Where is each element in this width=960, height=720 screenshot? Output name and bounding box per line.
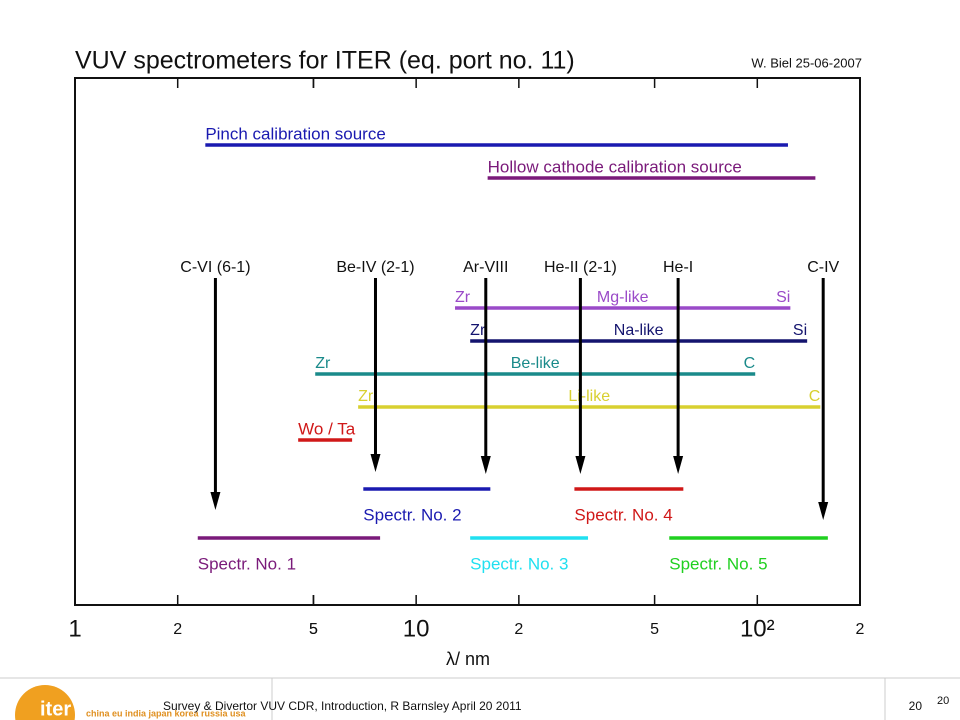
x-tick-label: 5 — [309, 621, 318, 638]
arrow-head — [575, 456, 586, 474]
chart-title: VUV spectrometers for ITER (eq. port no.… — [75, 47, 575, 75]
arrow-head — [370, 454, 381, 472]
x-tick-label: 2 — [173, 621, 182, 638]
x-tick-label: 10 — [403, 615, 430, 642]
x-tick-label: 5 — [650, 621, 659, 638]
range-label: Be-like — [511, 355, 560, 372]
page-number-corner: 20 — [937, 695, 949, 707]
range-label: C — [744, 355, 756, 372]
x-tick-label: 10² — [740, 615, 775, 642]
range-label: Na-like — [614, 322, 664, 339]
logo-circle — [15, 685, 75, 720]
range-label: Zr — [315, 355, 331, 372]
range-label: Spectr. No. 3 — [470, 554, 568, 573]
range-label: Spectr. No. 4 — [574, 505, 672, 524]
arrow-head — [818, 502, 829, 520]
line-label: He-II (2-1) — [544, 259, 617, 276]
range-label: Zr — [470, 322, 486, 339]
arrow-head — [480, 456, 491, 474]
range-label: Spectr. No. 2 — [363, 505, 461, 524]
range-label: Hollow cathode calibration source — [488, 157, 742, 176]
range-label: Spectr. No. 5 — [669, 554, 767, 573]
x-tick-label: 2 — [514, 621, 523, 638]
line-label: Ar-VIII — [463, 259, 508, 276]
plot-frame — [74, 77, 861, 606]
range-label: Pinch calibration source — [205, 124, 385, 143]
range-label: Wo / Ta — [298, 419, 356, 438]
range-label: C — [809, 388, 821, 405]
line-label: Be-IV (2-1) — [336, 259, 414, 276]
x-tick-label: 1 — [68, 615, 81, 642]
range-label: Si — [776, 289, 790, 306]
range-label: Si — [793, 322, 807, 339]
range-label: Li-like — [568, 388, 610, 405]
arrow-head — [210, 492, 221, 510]
line-label: He-I — [663, 259, 693, 276]
x-axis-label: λ/ nm — [446, 649, 490, 669]
logo-text: iter — [40, 698, 71, 720]
range-label: Mg-like — [597, 289, 649, 306]
range-label: Spectr. No. 1 — [198, 554, 296, 573]
page-number: 20 — [909, 699, 923, 713]
x-tick-label: 2 — [856, 621, 865, 638]
line-label: C-IV — [807, 259, 839, 276]
footer-text: Survey & Divertor VUV CDR, Introduction,… — [163, 699, 522, 713]
chart-subtitle: W. Biel 25-06-2007 — [751, 55, 862, 70]
range-label: Zr — [358, 388, 374, 405]
logo-members: china eu india japan korea russia usa — [86, 708, 247, 718]
arrow-head — [673, 456, 684, 474]
x-tick-label: 5 — [309, 621, 318, 638]
line-label: C-VI (6-1) — [180, 259, 250, 276]
range-label: Zr — [455, 289, 471, 306]
